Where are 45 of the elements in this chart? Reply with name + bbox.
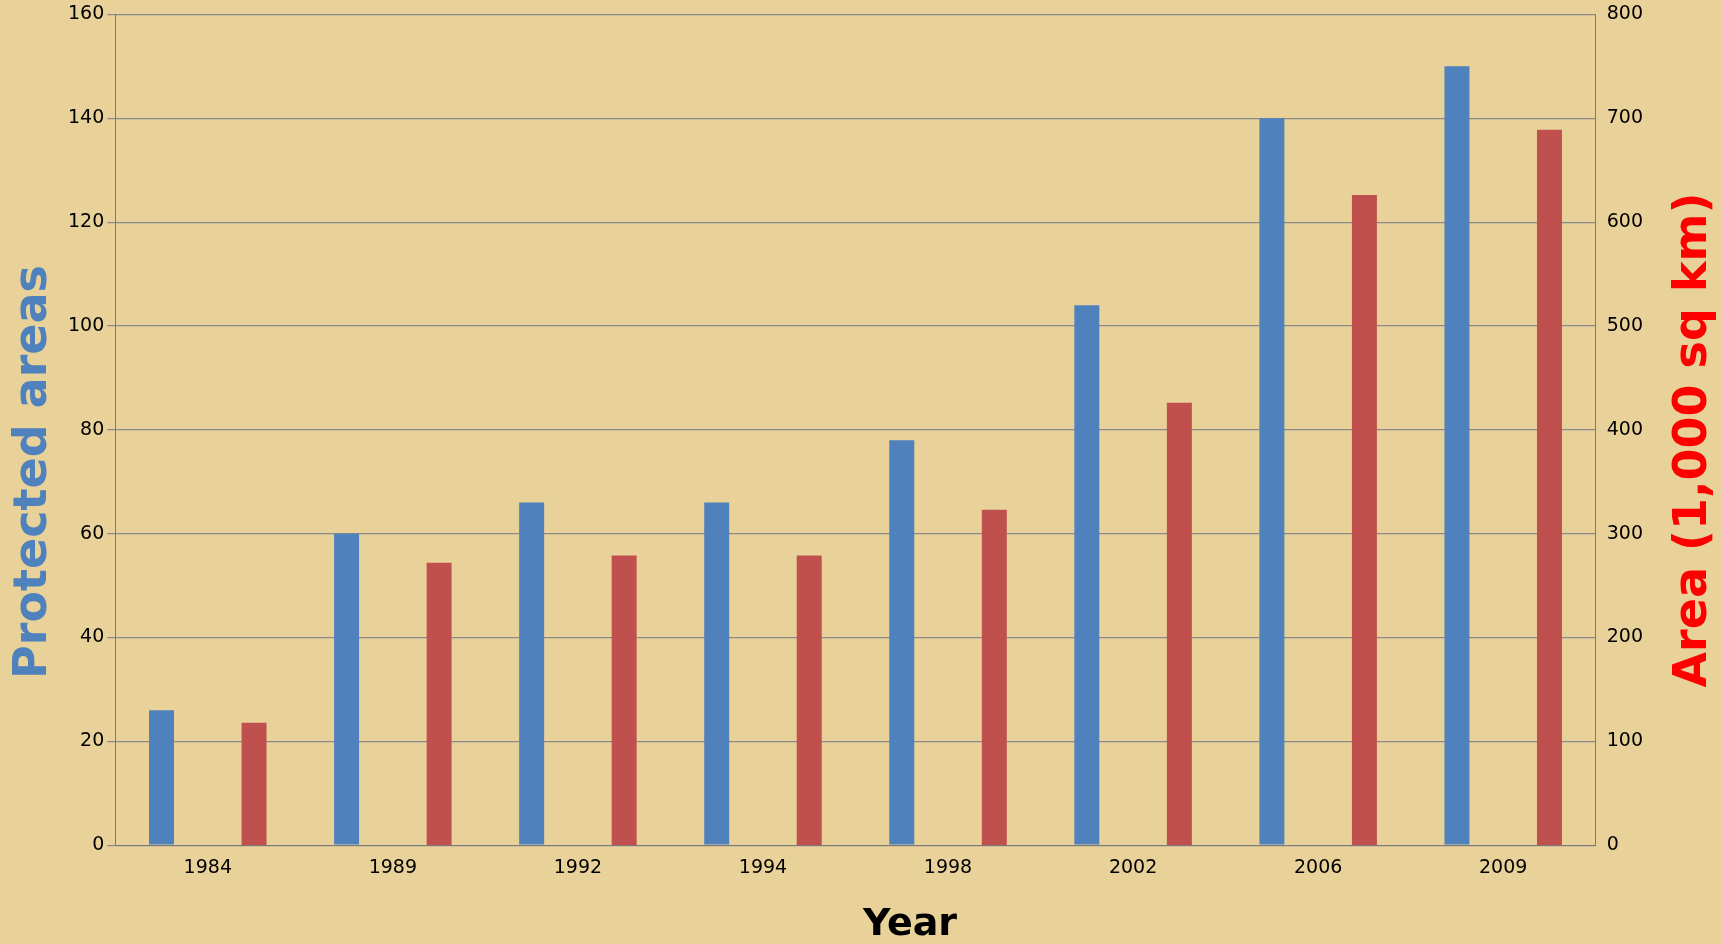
y2-tick-label: 500 [1606, 312, 1643, 335]
y-tick-label: 160 [68, 1, 105, 24]
x-tick-label: 2006 [1293, 854, 1343, 877]
y2-tick-label: 300 [1606, 520, 1643, 543]
y-tick-label: 40 [80, 624, 105, 647]
bar [426, 562, 452, 846]
bar [1166, 402, 1192, 846]
y-tick-label: 120 [68, 209, 105, 232]
y2-tick-label: 800 [1606, 1, 1643, 24]
x-tick-label: 2002 [1108, 854, 1158, 877]
y2-axis-title: Area (1,000 sq km) [1663, 192, 1717, 688]
x-axis-title: Year [862, 900, 958, 944]
y2-tick-label: 100 [1606, 728, 1643, 751]
x-tick-label: 1998 [923, 854, 973, 877]
y-tick-label: 0 [92, 832, 105, 855]
y2-tick-label: 200 [1606, 624, 1643, 647]
bar [1351, 195, 1377, 846]
y-tick-label: 100 [68, 312, 105, 335]
bar [889, 440, 915, 845]
x-tick-label: 1994 [738, 854, 788, 877]
y-tick-label: 80 [80, 416, 105, 439]
y2-tick-label: 600 [1606, 209, 1643, 232]
y2-tick-label: 400 [1606, 416, 1643, 439]
bar [1444, 66, 1470, 845]
bar [1536, 129, 1562, 846]
x-tick-label: 1992 [553, 854, 603, 877]
x-tick-label: 1984 [183, 854, 232, 877]
bar [149, 710, 175, 845]
y2-tick-label: 700 [1606, 105, 1643, 128]
x-tick-label: 2009 [1479, 854, 1528, 877]
x-tick-label: 1989 [368, 854, 418, 877]
y-axis-title: Protected areas [3, 265, 57, 679]
y-tick-label: 60 [80, 520, 105, 543]
y-tick-label: 20 [80, 728, 105, 751]
bar [981, 509, 1007, 846]
bar [611, 555, 637, 846]
bar [519, 502, 545, 845]
bar [796, 555, 822, 846]
bar [1259, 118, 1285, 845]
bar [704, 502, 730, 845]
y-tick-label: 140 [68, 105, 105, 128]
bar [241, 722, 267, 846]
y2-tick-label: 0 [1606, 832, 1619, 855]
bar [334, 533, 360, 845]
bar [1074, 305, 1100, 845]
